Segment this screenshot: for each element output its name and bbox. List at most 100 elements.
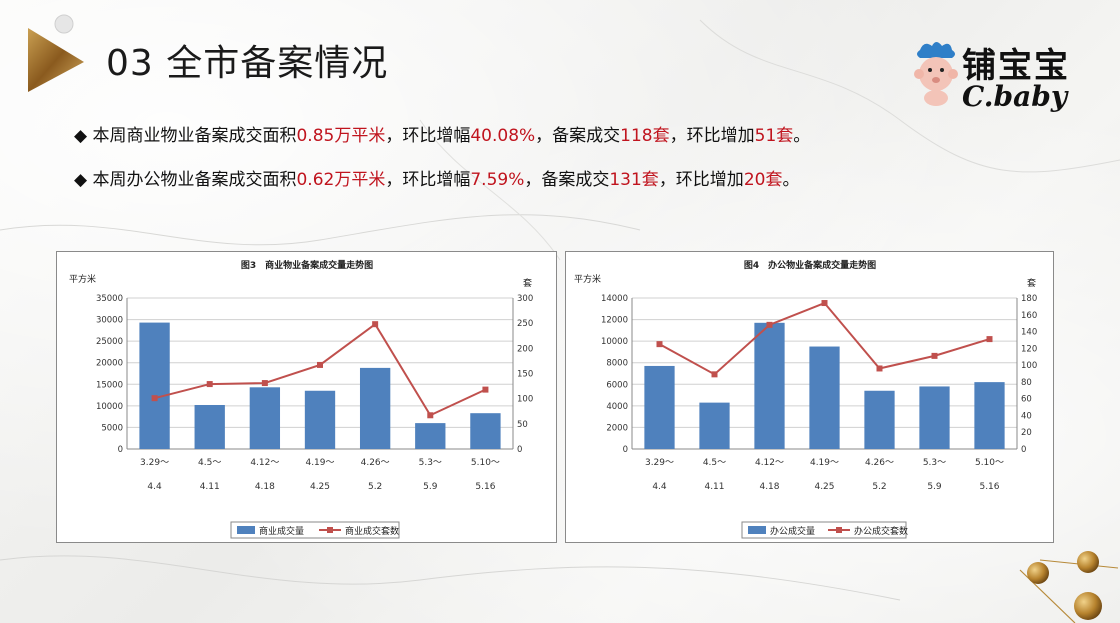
bullet-text: ，环比增加 bbox=[669, 126, 755, 146]
gold-spheres-decoration bbox=[1019, 551, 1119, 623]
bar bbox=[359, 367, 391, 449]
line-point bbox=[151, 395, 158, 402]
y-tick-left: 5000 bbox=[101, 423, 123, 433]
bullet-office: ◆ 本周办公物业备案成交面积0.62万平米，环比增幅7.59%，备案成交131套… bbox=[74, 166, 810, 194]
line-point bbox=[766, 321, 773, 328]
summary-bullets: ◆ 本周商业物业备案成交面积0.85万平米，环比增幅40.08%，备案成交118… bbox=[74, 122, 810, 210]
y-tick-right: 150 bbox=[517, 370, 533, 380]
legend-line-marker bbox=[836, 527, 842, 533]
y-tick-left: 15000 bbox=[96, 380, 123, 390]
y-tick-left: 2000 bbox=[606, 423, 628, 433]
y-tick-right: 0 bbox=[1021, 445, 1026, 455]
x-tick-label: 4.4 bbox=[147, 482, 162, 492]
y-tick-right: 20 bbox=[1021, 428, 1032, 438]
y-tick-right: 200 bbox=[517, 344, 533, 354]
y-tick-left: 4000 bbox=[606, 402, 628, 412]
x-tick-label: 4.19～ bbox=[305, 458, 334, 468]
x-tick-label: 4.4 bbox=[652, 482, 667, 492]
line-point bbox=[261, 380, 268, 387]
bar bbox=[699, 402, 730, 449]
line-point bbox=[931, 352, 938, 359]
highlight-value: 0.62万平米 bbox=[296, 170, 386, 190]
x-tick-label: 5.16 bbox=[475, 482, 495, 492]
bullet-text: ，环比增幅 bbox=[385, 126, 471, 146]
x-tick-label: 4.25 bbox=[814, 482, 834, 492]
highlight-value: 118套 bbox=[620, 126, 670, 146]
x-tick-label: 5.10～ bbox=[975, 458, 1004, 468]
line-point bbox=[317, 361, 323, 368]
bullet-text: 。 bbox=[793, 126, 811, 146]
chart-title: 图4 办公物业备案成交量走势图 bbox=[744, 259, 876, 271]
line-point bbox=[427, 412, 434, 419]
y-tick-left: 8000 bbox=[606, 359, 628, 369]
highlight-value: 51套 bbox=[754, 126, 794, 146]
legend-bar-swatch bbox=[237, 526, 255, 534]
highlight-value: 40.08% bbox=[470, 126, 536, 146]
chart-commercial: 图3 商业物业备案成交量走势图 平方米 套 0 5000 10000 15000 20000 2… bbox=[56, 251, 557, 543]
x-tick-label: 5.2 bbox=[872, 482, 886, 492]
bar bbox=[644, 365, 675, 449]
bullet-text: ，环比增幅 bbox=[385, 170, 471, 190]
page-title: 03 全市备案情况 bbox=[106, 43, 389, 84]
bar bbox=[415, 423, 446, 449]
legend-box bbox=[230, 521, 400, 539]
bullet-text: ，备案成交 bbox=[524, 170, 610, 190]
y-tick-left: 35000 bbox=[96, 294, 123, 304]
x-tick-label: 4.19～ bbox=[810, 458, 839, 468]
y-axis-right-label: 套 bbox=[523, 277, 532, 289]
x-tick-label: 4.18 bbox=[759, 482, 779, 492]
line-point bbox=[876, 365, 883, 372]
y-tick-left: 0 bbox=[623, 445, 628, 455]
brand-name-en: C.baby bbox=[962, 80, 1068, 113]
x-tick-label: 5.9 bbox=[927, 482, 942, 492]
y-axis-left-label: 平方米 bbox=[574, 273, 601, 285]
y-tick-left: 6000 bbox=[606, 380, 628, 390]
x-tick-label: 5.3～ bbox=[419, 458, 442, 468]
y-tick-left: 20000 bbox=[96, 359, 123, 369]
x-tick-label: 5.2 bbox=[368, 482, 382, 492]
line-point bbox=[656, 341, 663, 348]
y-tick-right: 160 bbox=[1021, 311, 1037, 321]
y-tick-left: 30000 bbox=[96, 316, 123, 326]
y-tick-left: 12000 bbox=[601, 316, 628, 326]
bar bbox=[139, 322, 170, 449]
x-tick-label: 4.25 bbox=[310, 482, 330, 492]
diamond-bullet-icon: ◆ bbox=[74, 170, 88, 190]
bullet-text: ，备案成交 bbox=[535, 126, 621, 146]
bar bbox=[304, 390, 336, 449]
bar bbox=[249, 387, 281, 449]
x-tick-label: 3.29～ bbox=[140, 458, 169, 468]
line-point bbox=[711, 371, 718, 378]
bullet-text: 本周办公物业备案成交面积 bbox=[87, 170, 297, 190]
diamond-bullet-icon: ◆ bbox=[74, 126, 88, 146]
bar bbox=[919, 386, 950, 449]
legend-bar-swatch bbox=[748, 526, 766, 534]
legend-line-label: 商业成交套数 bbox=[345, 525, 399, 537]
brand-name-cn: 铺宝宝 bbox=[962, 46, 1070, 86]
chart-title: 图3 商业物业备案成交量走势图 bbox=[241, 259, 373, 271]
bar bbox=[754, 322, 785, 449]
x-tick-label: 5.3～ bbox=[923, 458, 946, 468]
gold-triangle-logo-icon bbox=[28, 14, 84, 92]
y-axis-left-label: 平方米 bbox=[69, 273, 96, 285]
x-tick-label: 4.11 bbox=[200, 482, 220, 492]
y-tick-right: 100 bbox=[1021, 361, 1037, 371]
y-tick-right: 120 bbox=[1021, 344, 1037, 354]
y-tick-right: 180 bbox=[1021, 294, 1037, 304]
bar bbox=[864, 390, 895, 449]
y-tick-right: 80 bbox=[1021, 378, 1032, 388]
y-tick-right: 100 bbox=[517, 395, 533, 405]
y-tick-right: 250 bbox=[517, 319, 533, 329]
y-tick-right: 60 bbox=[1021, 395, 1032, 405]
bullet-commercial: ◆ 本周商业物业备案成交面积0.85万平米，环比增幅40.08%，备案成交118… bbox=[74, 122, 810, 150]
x-tick-label: 4.5～ bbox=[703, 458, 726, 468]
x-tick-label: 4.26～ bbox=[361, 458, 390, 468]
y-tick-left: 10000 bbox=[96, 402, 123, 412]
bar bbox=[974, 382, 1005, 449]
legend-box bbox=[741, 521, 907, 539]
y-tick-right: 50 bbox=[517, 420, 528, 430]
bullet-text: 。 bbox=[782, 170, 800, 190]
y-tick-left: 25000 bbox=[96, 337, 123, 347]
legend-bar-label: 商业成交量 bbox=[259, 525, 304, 537]
